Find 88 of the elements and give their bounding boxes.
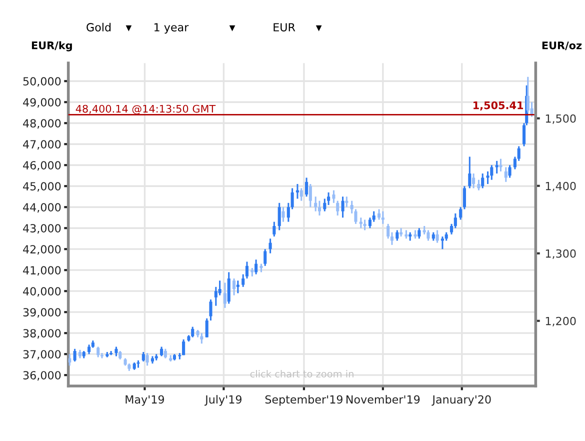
candlestick (314, 196, 318, 212)
text: EUR (274, 23, 296, 32)
candlestick (462, 185, 466, 210)
y-axis-title: EUR/kg (32, 41, 72, 52)
candlestick (305, 176, 308, 198)
y2-axis-title: EUR/oz (542, 42, 582, 50)
candlestick (272, 221, 276, 238)
candlestick (481, 172, 484, 189)
candlestick (114, 346, 118, 357)
candlestick (426, 229, 430, 242)
candlestick (282, 206, 285, 223)
candlestick (218, 280, 222, 296)
x-tick-label: January'20 (432, 395, 491, 406)
y2-tick-label: 1,200 (546, 316, 576, 326)
candlestick (264, 248, 267, 267)
candlestick (378, 208, 381, 220)
y-tick-label: 46,000 (23, 161, 61, 171)
candlestick (504, 166, 508, 183)
candlestick (146, 352, 149, 366)
candlestick (278, 202, 281, 231)
candlestick (508, 164, 512, 178)
candlestick (268, 238, 272, 254)
candlestick (182, 338, 186, 356)
y-tick-label: 50,000 (23, 77, 61, 87)
candlestick (468, 156, 472, 189)
candlestick (490, 164, 494, 181)
text: Gold (86, 22, 111, 32)
candlestick (209, 298, 212, 322)
candlestick (142, 351, 145, 362)
candlestick (363, 218, 366, 231)
candlestick (499, 158, 502, 172)
candlestick (254, 258, 258, 276)
annotation: click chart to zoom in (250, 370, 354, 378)
candlestick (160, 346, 164, 357)
candlestick (418, 227, 421, 240)
candlestick (191, 326, 194, 338)
candlestick (440, 236, 444, 250)
y-tick-label: 36,000 (23, 371, 61, 381)
candlestick (341, 196, 344, 218)
y2-tick-label: 1,400 (546, 182, 576, 192)
y2-tick-label: 1,500 (546, 114, 576, 124)
candlestick (345, 196, 348, 208)
candlestick (396, 229, 399, 242)
y-tick-label: 39,000 (23, 308, 61, 318)
y-tick-label: 40,000 (23, 287, 61, 297)
candlestick (372, 210, 376, 223)
candlestick (308, 183, 312, 208)
candlestick (495, 160, 498, 174)
candlestick (436, 229, 439, 244)
candlestick (164, 348, 167, 360)
ref-line-label: 48,400.14 @14:13:50 GMT (76, 104, 216, 114)
candlestick (323, 198, 326, 212)
text: 1 year (154, 23, 189, 34)
candlestick (381, 210, 384, 225)
candlestick (205, 318, 208, 338)
candlestick (232, 278, 236, 296)
x-tick-label: September'19 (265, 395, 342, 406)
candlestick (96, 346, 100, 358)
y2-tick-label: 1,300 (546, 249, 576, 259)
candlestick (477, 179, 480, 192)
candlestick (336, 200, 340, 216)
annotation: 1,505.41 (474, 101, 524, 111)
candlestick (359, 216, 362, 229)
y-tick-label: 49,000 (23, 98, 61, 108)
candlestick (296, 183, 300, 200)
y-tick-label: 48,000 (23, 119, 61, 129)
candlestick (88, 344, 91, 355)
x-tick-label: November'19 (346, 395, 420, 404)
y-tick-label: 41,000 (23, 266, 61, 276)
candlestick (236, 280, 240, 294)
candlestick (300, 187, 303, 202)
candlestick (223, 282, 227, 309)
candlestick (318, 200, 322, 216)
y-tick-label: 37,000 (23, 350, 61, 360)
y-tick-label: 47,000 (23, 140, 61, 150)
candlestick (73, 348, 76, 362)
candlestick (459, 206, 462, 220)
y-tick-label: 43,000 (23, 224, 61, 234)
x-tick-label: July'19 (204, 395, 242, 406)
y-tick-label: 38,000 (23, 329, 61, 339)
candlestick (332, 190, 336, 204)
candlestick (200, 332, 204, 344)
y-tick-label: 42,000 (23, 245, 61, 255)
candlestick (472, 172, 476, 189)
candlestick (227, 271, 230, 304)
x-tick-label: May'19 (126, 395, 164, 406)
y-tick-label: 45,000 (23, 182, 61, 192)
y-tick-label: 44,000 (23, 203, 61, 213)
